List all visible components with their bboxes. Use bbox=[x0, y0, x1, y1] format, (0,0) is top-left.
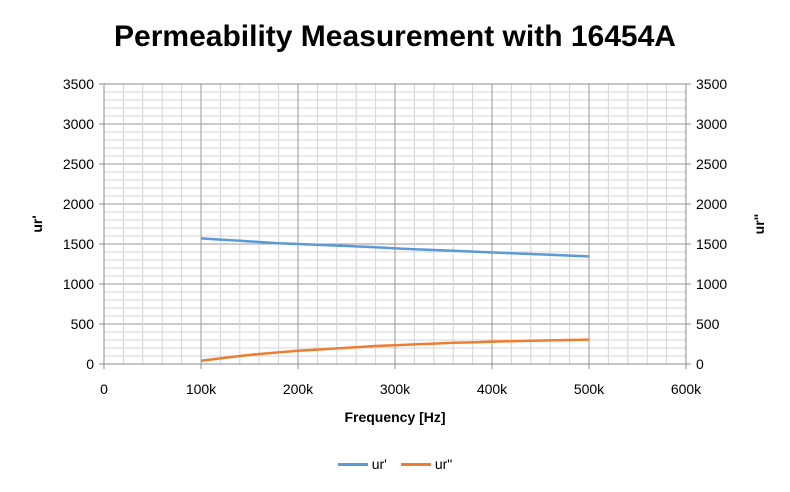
y2-axis-title: ur" bbox=[751, 214, 767, 235]
y-tick-label: 1000 bbox=[63, 276, 94, 292]
y-tick-label: 1500 bbox=[63, 236, 94, 252]
legend-item-ur-double-prime: ur" bbox=[400, 456, 453, 472]
x-tick-label: 500k bbox=[574, 381, 605, 397]
series-line-ur-prime bbox=[200, 237, 590, 258]
y-tick-label: 500 bbox=[71, 316, 95, 332]
legend: ur' ur" bbox=[0, 456, 790, 472]
y2-tick-label: 0 bbox=[696, 356, 704, 372]
y-tick-label: 0 bbox=[86, 356, 94, 372]
x-tick-label: 100k bbox=[186, 381, 217, 397]
grid-lines bbox=[103, 83, 687, 365]
legend-label-ur-double-prime: ur" bbox=[434, 456, 453, 472]
series-line-ur-double-prime bbox=[200, 338, 590, 363]
y2-tick-label: 3500 bbox=[696, 76, 727, 92]
x-tick-label: 400k bbox=[477, 381, 508, 397]
x-tick-label: 0 bbox=[100, 381, 108, 397]
y2-tick-label: 3000 bbox=[696, 116, 727, 132]
legend-item-ur-prime: ur' bbox=[337, 456, 387, 472]
legend-swatch-ur-prime bbox=[337, 462, 368, 466]
x-tick-label: 600k bbox=[671, 381, 702, 397]
chart-title: Permeability Measurement with 16454A bbox=[114, 20, 676, 53]
y-tick-label: 2000 bbox=[63, 196, 94, 212]
y2-tick-label: 500 bbox=[696, 316, 720, 332]
tick-labels: 0 500 1000 1500 2000 2500 3000 3500 0 500 1000 1500… bbox=[63, 76, 728, 397]
y2-tick-label: 1500 bbox=[696, 236, 727, 252]
y2-tick-label: 2000 bbox=[696, 196, 727, 212]
x-tick-label: 200k bbox=[283, 381, 314, 397]
y-tick-label: 3500 bbox=[63, 76, 94, 92]
x-axis-title: Frequency [Hz] bbox=[344, 409, 445, 425]
legend-swatch-ur-double-prime bbox=[400, 462, 431, 466]
axes bbox=[99, 83, 691, 369]
y-tick-label: 2500 bbox=[63, 156, 94, 172]
y2-tick-label: 2500 bbox=[696, 156, 727, 172]
y-axis-title: ur' bbox=[29, 215, 45, 232]
y2-tick-label: 1000 bbox=[696, 276, 727, 292]
y-tick-label: 3000 bbox=[63, 116, 94, 132]
x-tick-label: 300k bbox=[380, 381, 411, 397]
legend-label-ur-prime: ur' bbox=[371, 456, 387, 472]
series-lines bbox=[200, 237, 590, 363]
